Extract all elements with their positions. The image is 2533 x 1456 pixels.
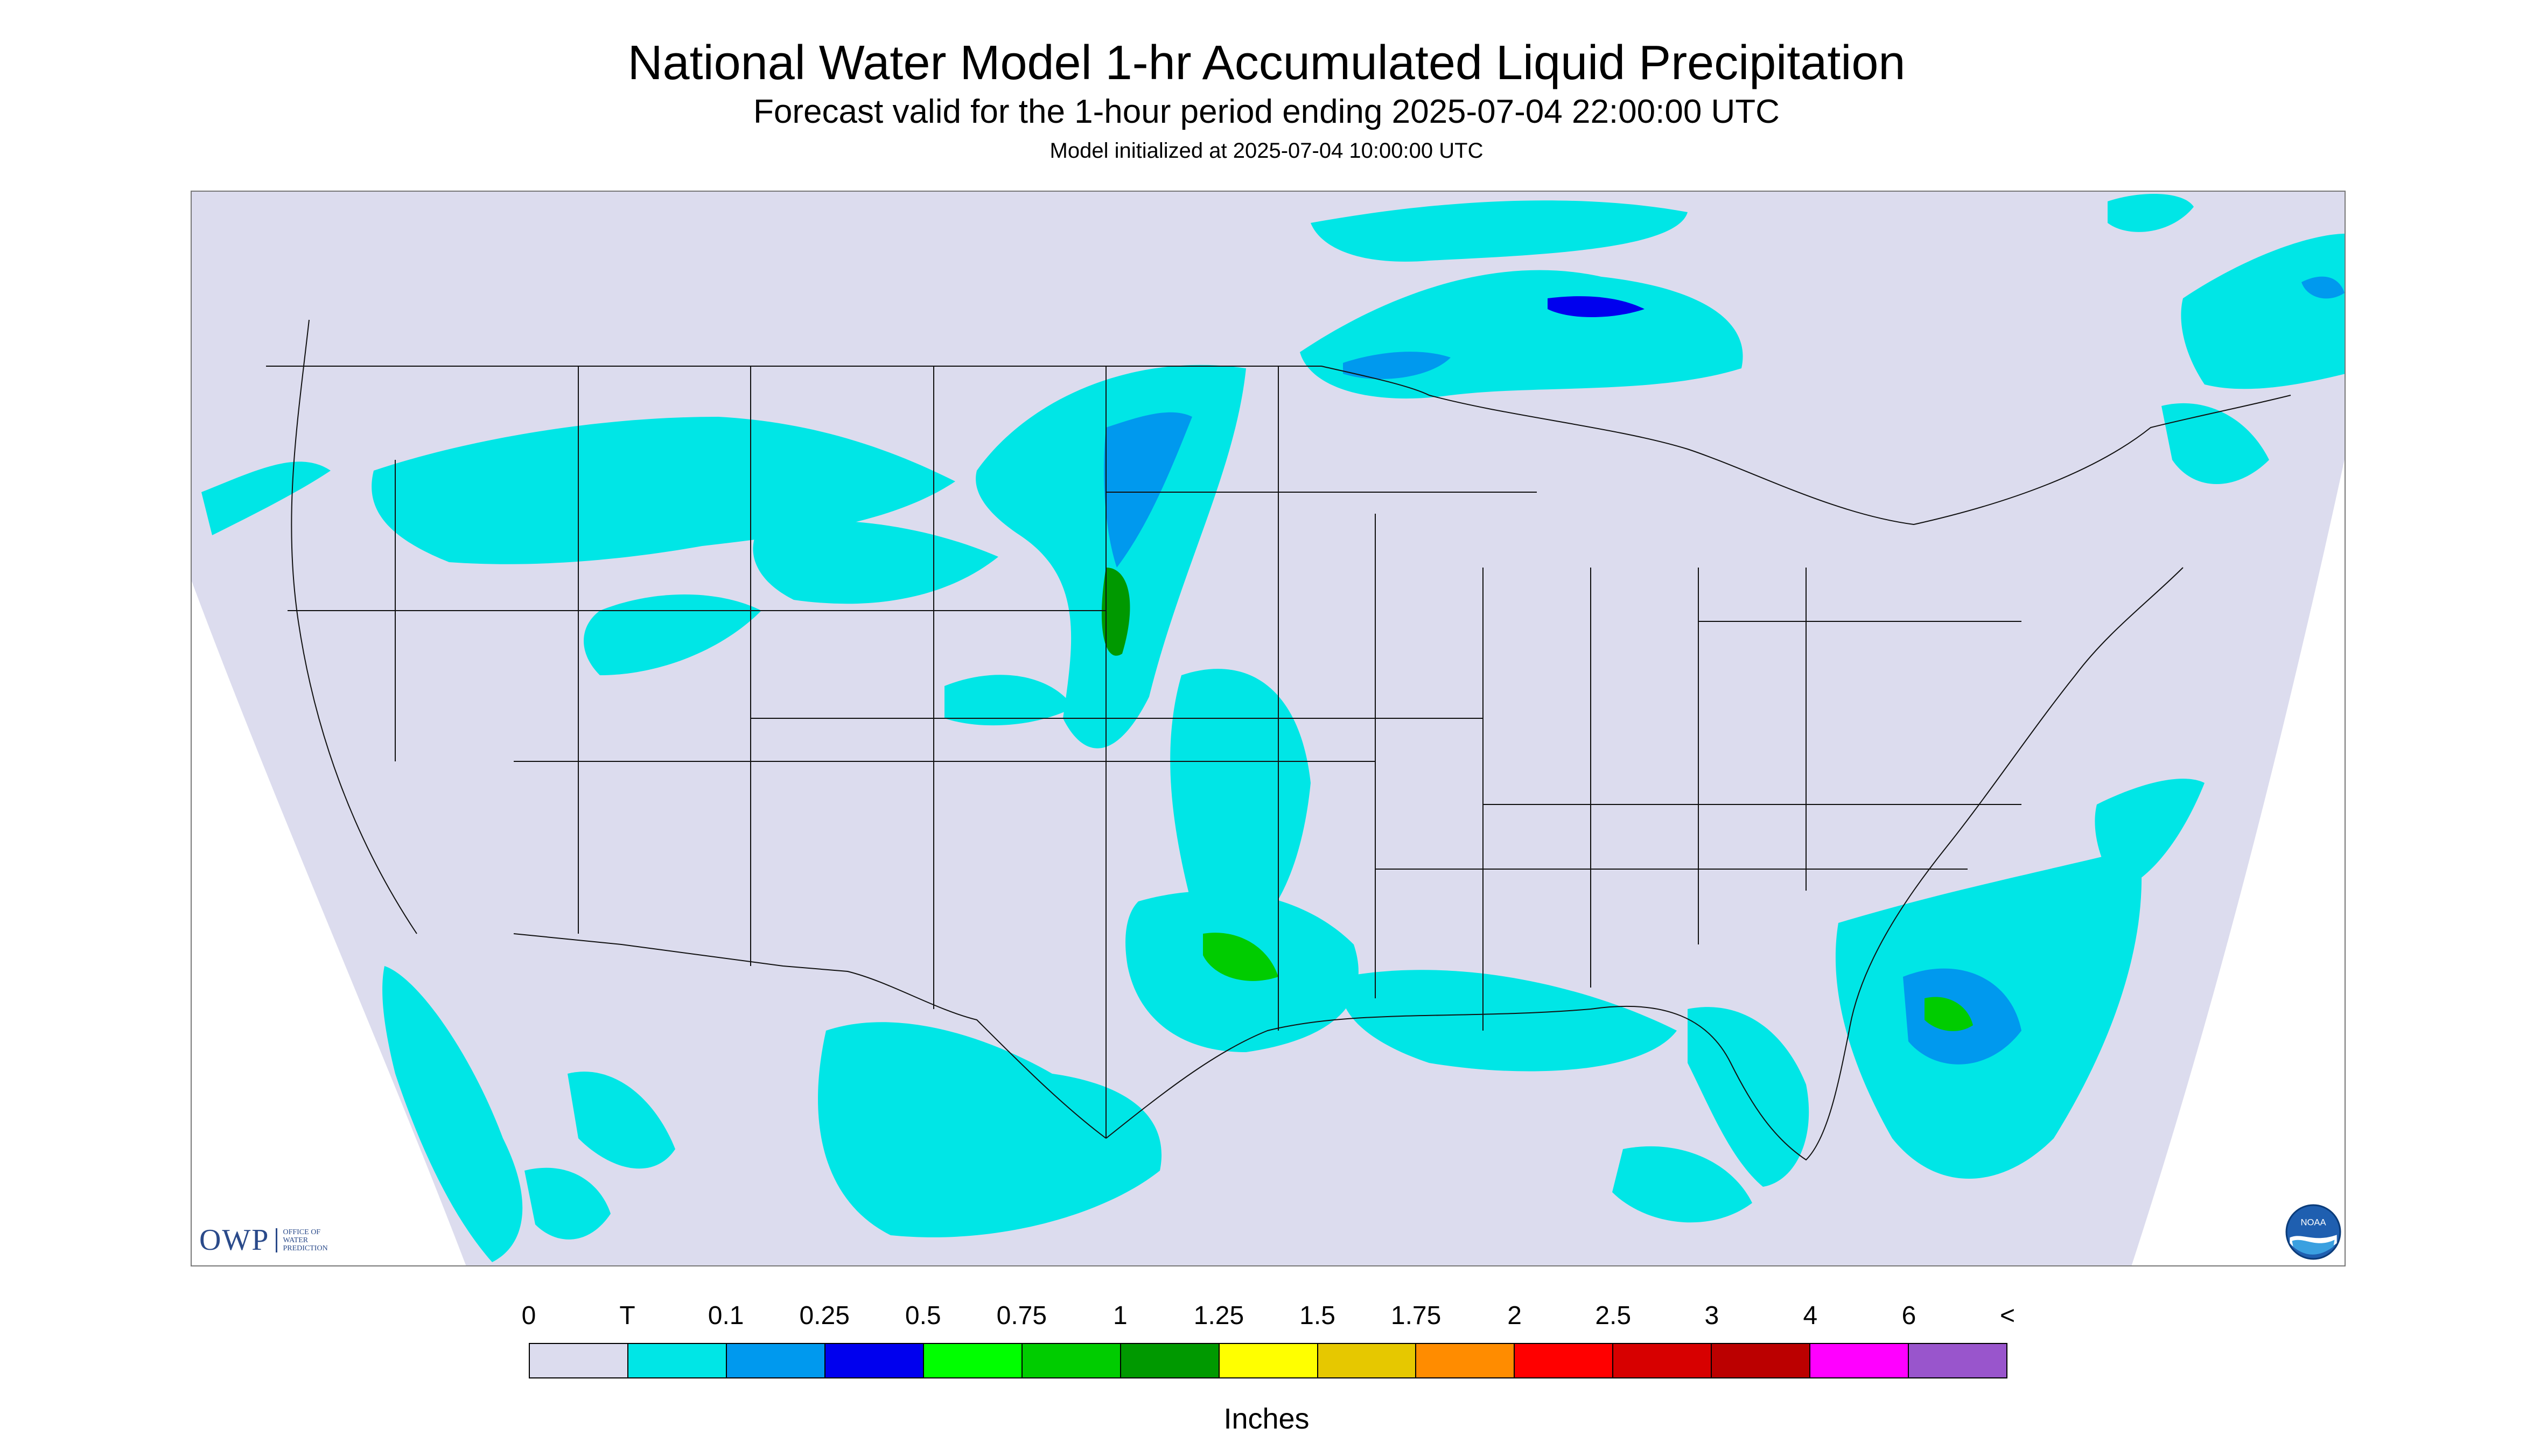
precip-area-ontario-north bbox=[1311, 200, 1688, 262]
legend-label: 1.75 bbox=[1390, 1301, 1442, 1330]
owp-logo-letters: OWP bbox=[199, 1223, 270, 1257]
map-subtitle: Forecast valid for the 1-hour period end… bbox=[753, 93, 1780, 130]
legend-label: T bbox=[619, 1301, 635, 1330]
state-lines bbox=[288, 366, 2021, 1138]
legend-swatch bbox=[923, 1344, 1023, 1377]
owp-logo: OWP OFFICE OF WATER PREDICTION bbox=[199, 1222, 328, 1258]
legend-swatch bbox=[1416, 1344, 1515, 1377]
legend-swatch bbox=[1219, 1344, 1318, 1377]
legend-units: Inches bbox=[1223, 1403, 1310, 1435]
precip-area-pacific-2 bbox=[524, 1167, 611, 1240]
legend-label: 3 bbox=[1704, 1301, 1719, 1330]
precip-core-dakotas bbox=[1104, 412, 1192, 568]
borders bbox=[266, 319, 2291, 1161]
legend-swatch bbox=[1810, 1344, 1909, 1377]
precip-area-dakotas bbox=[976, 365, 1246, 748]
noaa-logo: NOAA bbox=[2285, 1204, 2341, 1260]
legend-label: 0 bbox=[521, 1301, 536, 1330]
legend-label: 0.25 bbox=[799, 1301, 850, 1330]
legend-swatch bbox=[1712, 1344, 1811, 1377]
map-title: National Water Model 1-hr Accumulated Li… bbox=[627, 36, 1906, 90]
noaa-logo-text: NOAA bbox=[2300, 1217, 2326, 1228]
legend-swatch bbox=[1121, 1344, 1220, 1377]
precip-area-sierra-madre bbox=[568, 1072, 675, 1169]
precip-area-florida bbox=[1688, 1007, 1809, 1187]
legend-label: 1 bbox=[1113, 1301, 1128, 1330]
map-border bbox=[191, 191, 2346, 1266]
us-canada-border bbox=[266, 366, 2291, 526]
legend-swatch bbox=[726, 1344, 825, 1377]
legend-label: 0.5 bbox=[905, 1301, 941, 1330]
owp-logo-line-2: WATER bbox=[283, 1236, 309, 1244]
precipitation-areas bbox=[201, 194, 2346, 1262]
precip-core-ontario bbox=[1548, 296, 1645, 317]
atlantic-coastline bbox=[1849, 567, 2184, 1031]
precip-area-northwest bbox=[201, 461, 331, 535]
precip-area-quebec-north bbox=[2108, 194, 2194, 232]
legend-swatch bbox=[530, 1344, 628, 1377]
legend-label: 0.1 bbox=[708, 1301, 744, 1330]
precip-area-mexico bbox=[818, 1022, 1162, 1237]
us-mexico-border bbox=[513, 933, 1107, 1139]
legend-label: 2 bbox=[1507, 1301, 1522, 1330]
precip-core-atlantic-2 bbox=[1925, 997, 1973, 1031]
model-init-time: Model initialized at 2025-07-04 10:00:00… bbox=[1049, 139, 1484, 163]
precip-core-quebec bbox=[2301, 276, 2345, 299]
legend-color-bar bbox=[529, 1343, 2007, 1378]
owp-logo-subtitle: OFFICE OF WATER PREDICTION bbox=[276, 1228, 328, 1252]
legend-label: < bbox=[1999, 1301, 2016, 1330]
precip-area-utah bbox=[584, 594, 761, 675]
precip-core-lake-superior bbox=[1343, 352, 1451, 379]
legend-swatch bbox=[1515, 1344, 1614, 1377]
precip-core-texas bbox=[1203, 933, 1278, 981]
owp-logo-line-1: OFFICE OF bbox=[283, 1228, 321, 1236]
legend-swatch bbox=[628, 1344, 727, 1377]
precipitation-map bbox=[191, 191, 2346, 1266]
legend-swatch bbox=[1022, 1344, 1121, 1377]
legend-swatch bbox=[825, 1344, 924, 1377]
legend-labels: 0 T 0.1 0.25 0.5 0.75 1 1.25 1.5 1.75 2 2.5 3 4 6 < bbox=[522, 1301, 2015, 1339]
precip-area-quebec bbox=[2181, 234, 2346, 389]
legend-label: 1.25 bbox=[1193, 1301, 1244, 1330]
gulf-coastline bbox=[1105, 1005, 1850, 1161]
legend-swatch bbox=[1318, 1344, 1417, 1377]
precip-area-wyoming bbox=[753, 520, 998, 604]
legend-label: 6 bbox=[1901, 1301, 1916, 1330]
precip-area-colorado bbox=[944, 675, 1074, 726]
legend-swatch bbox=[1909, 1344, 2007, 1377]
precip-area-gulf-south bbox=[1612, 1146, 1752, 1223]
color-legend: 0 T 0.1 0.25 0.5 0.75 1 1.25 1.5 1.75 2 2.5 3 4 6 < bbox=[522, 1301, 2015, 1378]
legend-swatch bbox=[1613, 1344, 1712, 1377]
legend-label: 0.75 bbox=[996, 1301, 1047, 1330]
precip-area-gulf-coast bbox=[1341, 970, 1677, 1072]
precip-core-nebraska bbox=[1101, 568, 1130, 656]
precip-area-kansas-oklahoma bbox=[1170, 669, 1311, 946]
precip-area-carolinas-offshore bbox=[2095, 779, 2205, 891]
owp-logo-line-3: PREDICTION bbox=[283, 1244, 328, 1252]
legend-label: 4 bbox=[1803, 1301, 1818, 1330]
legend-label: 2.5 bbox=[1595, 1301, 1632, 1330]
precip-area-maine bbox=[2161, 403, 2269, 484]
precip-area-pacific bbox=[382, 966, 523, 1262]
pacific-coastline bbox=[291, 319, 417, 934]
legend-label: 1.5 bbox=[1299, 1301, 1335, 1330]
